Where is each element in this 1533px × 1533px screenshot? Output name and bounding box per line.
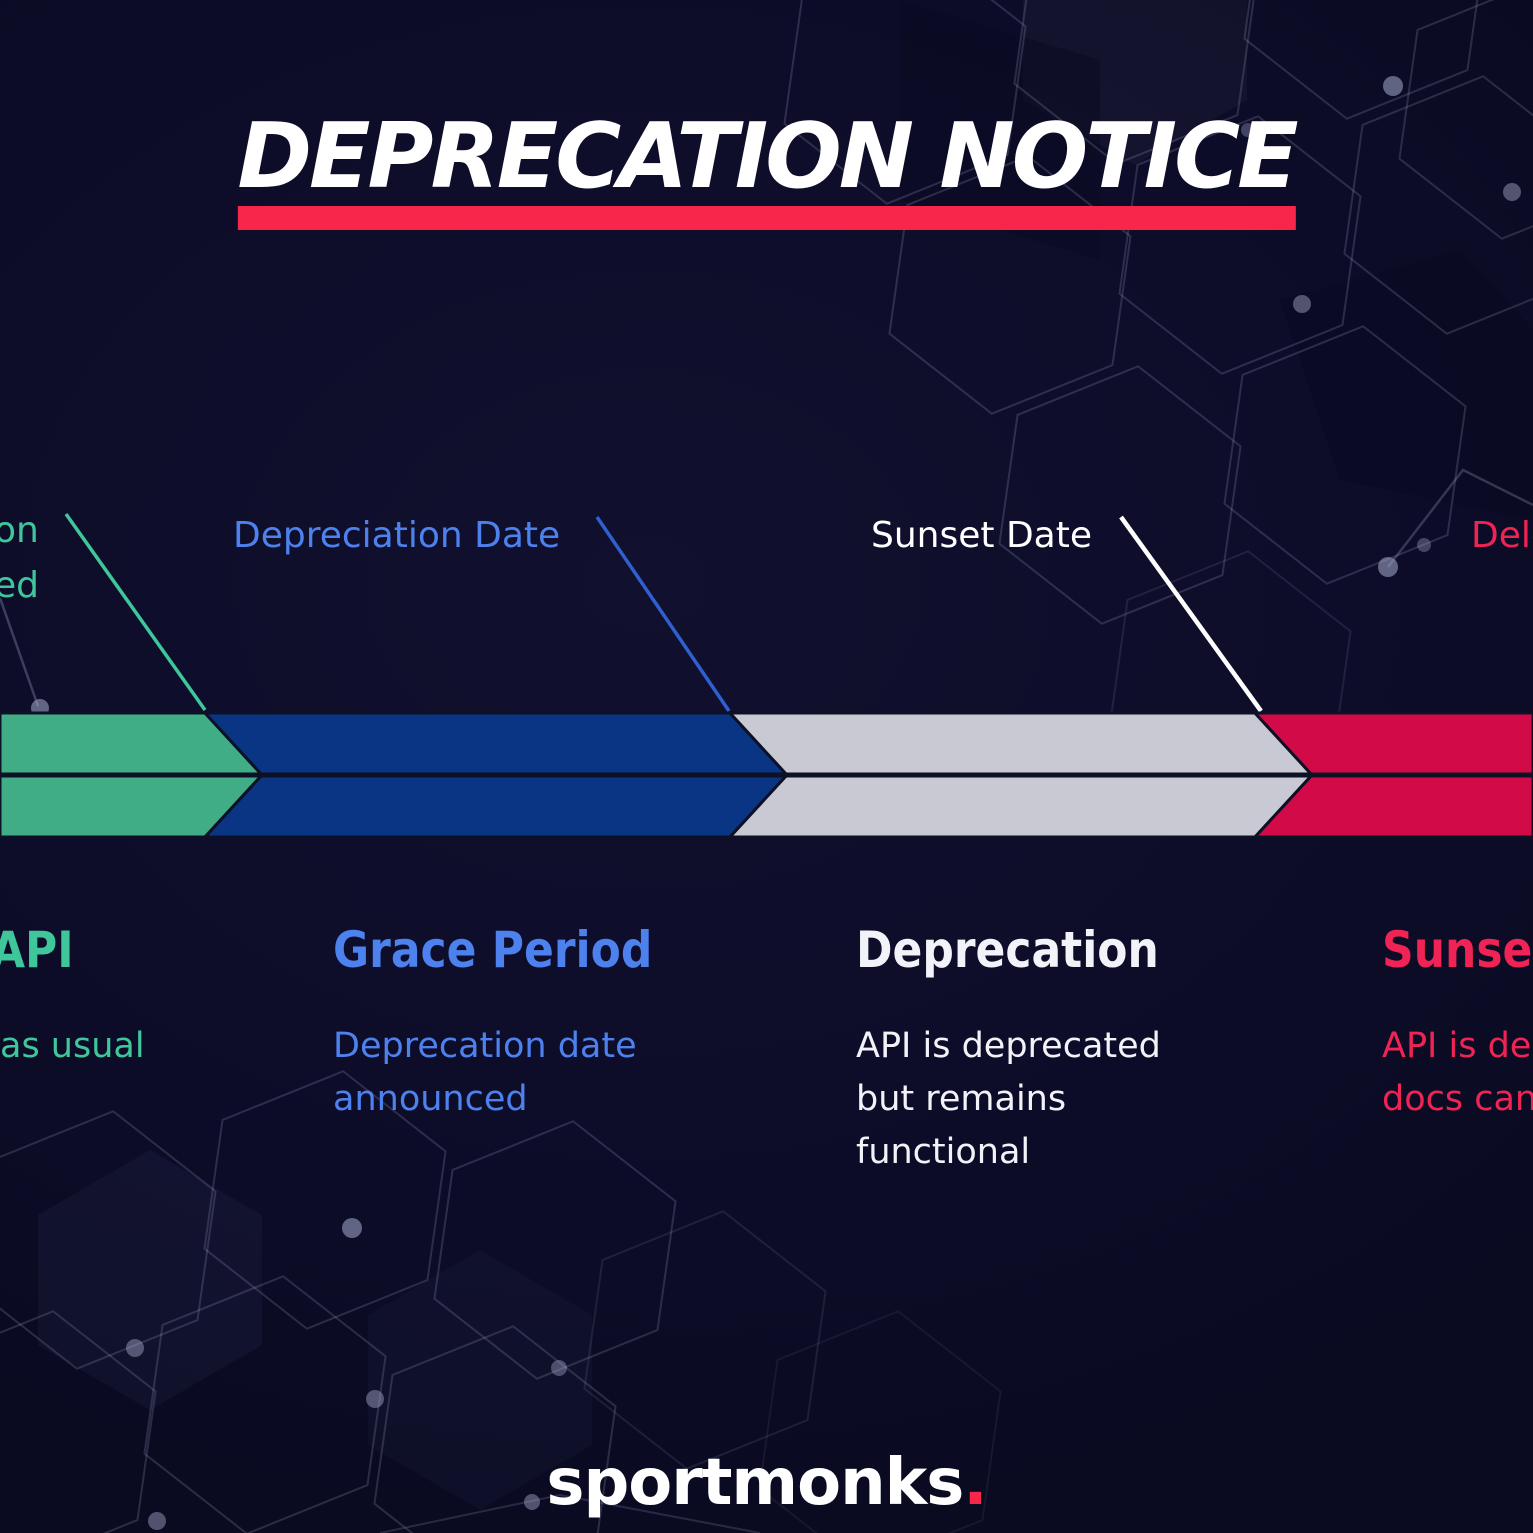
stage-body-line: API is deprecated	[856, 1026, 1161, 1066]
timeline-segment-deprecation	[726, 711, 1315, 839]
callout-version-line1: on	[0, 510, 39, 551]
stage-block-sunset: Sunset API is de docs can	[1382, 922, 1533, 1126]
stage-body-line: functional	[856, 1132, 1031, 1172]
stage-block-grace-period: Grace Period Deprecation date announced	[333, 922, 696, 1126]
stage-body-line: but remains	[856, 1079, 1067, 1119]
callout-line-depreciation-date	[595, 516, 731, 712]
callout-label-version-released: on ed	[0, 503, 39, 613]
stage-body-line: announced	[333, 1079, 528, 1119]
stage-body-line: Deprecation date	[333, 1026, 637, 1066]
stage-heading-grace-period: Grace Period	[333, 921, 653, 979]
callout-line-version	[64, 512, 207, 712]
page-title: DEPRECATION NOTICE	[237, 104, 1298, 209]
logo-wordmark: sportmonks	[546, 1446, 964, 1520]
stage-block-api: API as usual	[0, 922, 145, 1073]
callout-version-line2: ed	[0, 565, 39, 606]
stage-heading-sunset: Sunset	[1382, 921, 1533, 979]
stage-body-line: docs can	[1382, 1079, 1533, 1119]
sportmonks-logo: sportmonks.	[546, 1446, 987, 1520]
timeline-segment-api	[0, 711, 265, 839]
page-title-block: DEPRECATION NOTICE	[237, 104, 1299, 230]
stage-body-line: API is de	[1382, 1026, 1532, 1066]
stage-heading-api: API	[0, 921, 74, 979]
timeline-segment-grace-period	[201, 711, 790, 839]
logo-dot: .	[963, 1446, 987, 1520]
callout-label-sunset-date: Sunset Date	[871, 515, 1092, 556]
stage-block-deprecation: Deprecation API is deprecated but remain…	[856, 922, 1200, 1179]
callout-label-deletion-date: Dele	[1471, 515, 1533, 556]
callout-line-sunset-date	[1119, 515, 1263, 713]
title-underline-bar	[237, 206, 1296, 230]
stage-heading-deprecation: Deprecation	[856, 921, 1159, 979]
callout-label-depreciation-date: Depreciation Date	[233, 515, 561, 556]
timeline-segment-sunset	[1251, 711, 1533, 839]
stage-body-line: as usual	[0, 1026, 145, 1066]
